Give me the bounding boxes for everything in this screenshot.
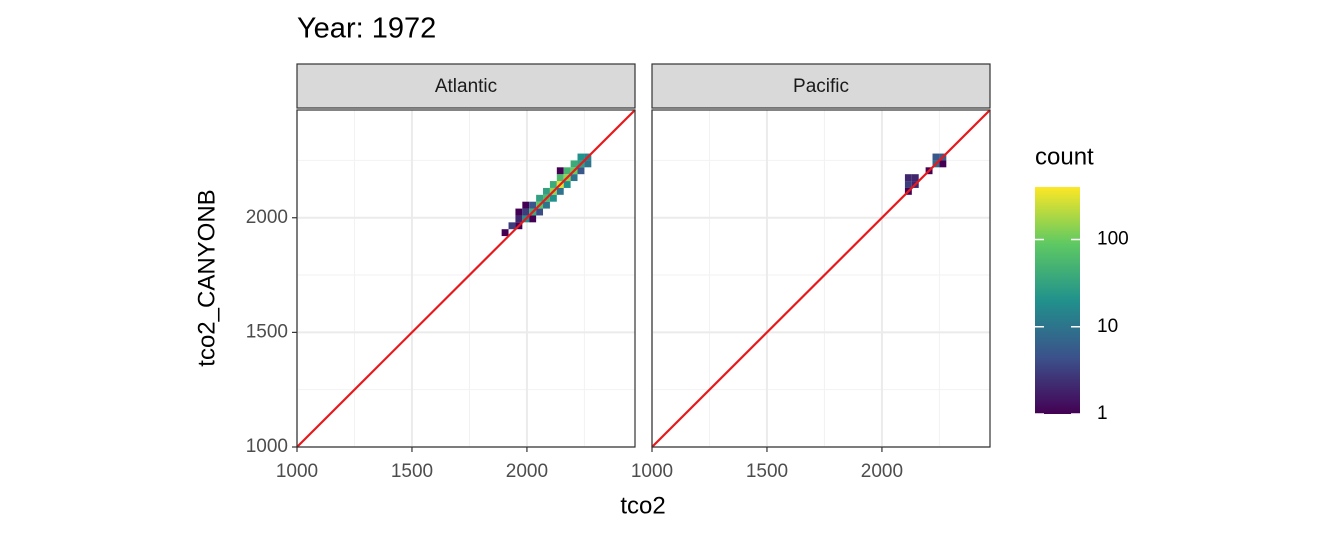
bin (570, 160, 578, 168)
x-tick-label: 1000 (276, 461, 318, 482)
panel-border (651, 109, 991, 448)
x-tick-label: 2000 (506, 461, 548, 482)
strip-label: Pacific (793, 76, 849, 97)
chart-title: Year: 1972 (297, 13, 436, 45)
colorbar (1035, 187, 1080, 414)
x-tick-label: 2000 (861, 461, 903, 482)
y-tick-label: 1500 (246, 321, 288, 342)
bin (577, 167, 585, 175)
strip-label: Atlantic (435, 76, 497, 97)
bin (556, 174, 564, 182)
bin (501, 229, 509, 237)
y-axis-title: tco2_CANYONB (193, 189, 220, 366)
bin (543, 201, 550, 209)
bin (911, 174, 919, 182)
legend-tick-label: 10 (1097, 316, 1118, 337)
bin (515, 215, 523, 223)
bin (556, 167, 564, 175)
bin (563, 167, 571, 175)
bin (529, 201, 537, 209)
reference-line (296, 109, 636, 448)
bin (584, 160, 592, 168)
strip (651, 63, 991, 109)
reference-line (651, 109, 991, 448)
panel-border (296, 109, 636, 448)
bin (536, 208, 544, 216)
bin (522, 208, 530, 216)
x-tick-label: 1500 (391, 461, 433, 482)
bin (577, 153, 585, 161)
bin (536, 194, 544, 202)
bin (904, 174, 912, 182)
bin (556, 187, 564, 195)
bin (932, 153, 940, 161)
bin (529, 215, 537, 223)
bin (563, 181, 571, 188)
bin (904, 181, 912, 188)
bin (939, 160, 947, 168)
bin (543, 187, 550, 195)
x-axis-title: tco2 (620, 492, 665, 519)
bin (508, 222, 516, 230)
strip (296, 63, 636, 109)
bin (522, 201, 530, 209)
y-tick-label: 1000 (246, 436, 288, 457)
x-tick-label: 1000 (631, 461, 673, 482)
x-tick-label: 1500 (746, 461, 788, 482)
bin (549, 181, 557, 188)
legend-title: count (1035, 143, 1094, 170)
bin (570, 174, 578, 182)
legend-tick-label: 1 (1097, 403, 1108, 424)
bin (515, 208, 523, 216)
y-tick-label: 2000 (246, 207, 288, 228)
legend-tick-label: 100 (1097, 229, 1129, 250)
bin (549, 194, 557, 202)
